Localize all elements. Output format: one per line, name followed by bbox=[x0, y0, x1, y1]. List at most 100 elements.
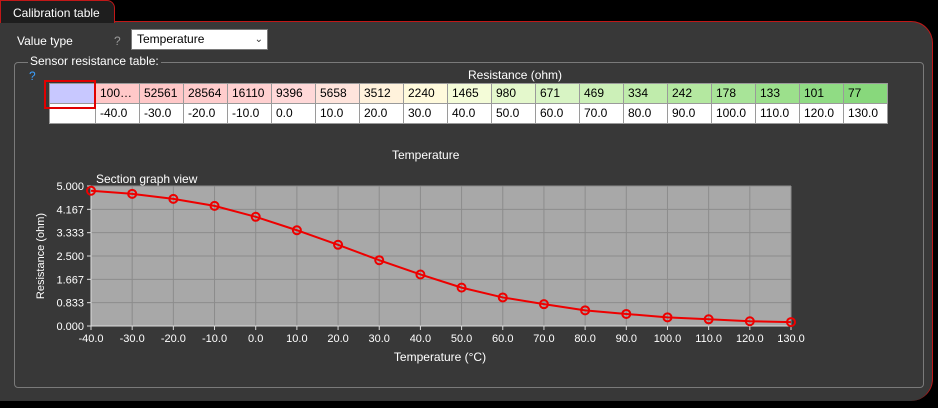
temperature-cell[interactable]: -20.0 bbox=[184, 104, 228, 124]
resistance-cell[interactable]: 133 bbox=[756, 84, 800, 104]
tab-calibration-table[interactable]: Calibration table bbox=[0, 0, 115, 23]
x-tick-label: -40.0 bbox=[78, 333, 103, 345]
x-tick-label: 0.0 bbox=[248, 333, 263, 345]
table-row-header-cell[interactable] bbox=[50, 104, 96, 124]
x-tick-label: 70.0 bbox=[533, 333, 554, 345]
value-type-select[interactable]: Temperature ⌄ bbox=[131, 29, 268, 50]
data-point[interactable] bbox=[333, 239, 344, 250]
x-tick-label: 20.0 bbox=[327, 333, 348, 345]
data-point[interactable] bbox=[662, 312, 673, 323]
resistance-cell[interactable]: 100… bbox=[96, 84, 140, 104]
resistance-cell[interactable]: 28564 bbox=[184, 84, 228, 104]
value-type-help-icon[interactable]: ? bbox=[114, 34, 121, 48]
value-type-selected: Temperature bbox=[137, 32, 205, 46]
resistance-cell[interactable]: 3512 bbox=[360, 84, 404, 104]
temperature-cell[interactable]: 10.0 bbox=[316, 104, 360, 124]
temperature-cell[interactable]: 100.0 bbox=[712, 104, 756, 124]
resistance-cell[interactable]: 2240 bbox=[404, 84, 448, 104]
temperature-cell[interactable]: 20.0 bbox=[360, 104, 404, 124]
temperature-cell[interactable]: 40.0 bbox=[448, 104, 492, 124]
sensor-resistance-title: Sensor resistance table: bbox=[28, 54, 161, 68]
series-line bbox=[90, 189, 792, 324]
graph-heading: Temperature bbox=[392, 148, 460, 162]
resistance-cell[interactable]: 77 bbox=[844, 84, 888, 104]
resistance-cell[interactable]: 52561 bbox=[140, 84, 184, 104]
resistance-cell[interactable]: 671 bbox=[536, 84, 580, 104]
temperature-cell[interactable]: -40.0 bbox=[96, 104, 140, 124]
data-point[interactable] bbox=[538, 299, 549, 310]
temperature-cell[interactable]: 130.0 bbox=[844, 104, 888, 124]
data-point[interactable] bbox=[127, 188, 138, 199]
temperature-cell[interactable]: 30.0 bbox=[404, 104, 448, 124]
resistance-cell[interactable]: 9396 bbox=[272, 84, 316, 104]
x-tick-label: 90.0 bbox=[616, 333, 637, 345]
resistance-cell[interactable]: 178 bbox=[712, 84, 756, 104]
y-tick-label: 1.667 bbox=[56, 274, 84, 286]
y-axis-label: Resistance (ohm) bbox=[35, 213, 47, 299]
resistance-cell[interactable]: 242 bbox=[668, 84, 712, 104]
temperature-cell[interactable]: 90.0 bbox=[668, 104, 712, 124]
x-tick-label: 100.0 bbox=[654, 333, 682, 345]
temperature-cell[interactable]: -10.0 bbox=[228, 104, 272, 124]
resistance-cell[interactable]: 980 bbox=[492, 84, 536, 104]
data-point[interactable] bbox=[744, 316, 755, 327]
selection-highlight bbox=[44, 80, 96, 109]
x-tick-label: 50.0 bbox=[451, 333, 472, 345]
temperature-cell[interactable]: -30.0 bbox=[140, 104, 184, 124]
data-point[interactable] bbox=[209, 200, 220, 211]
sensor-resistance-group bbox=[14, 62, 924, 388]
data-point[interactable] bbox=[415, 269, 426, 280]
temperature-cell[interactable]: 110.0 bbox=[756, 104, 800, 124]
data-point[interactable] bbox=[497, 292, 508, 303]
temperature-cell[interactable]: 70.0 bbox=[580, 104, 624, 124]
x-tick-label: -30.0 bbox=[120, 333, 145, 345]
data-point[interactable] bbox=[374, 255, 385, 266]
resistance-cell[interactable]: 334 bbox=[624, 84, 668, 104]
table-help-icon[interactable]: ? bbox=[29, 69, 36, 83]
data-point[interactable] bbox=[580, 305, 591, 316]
y-tick-label: 3.333 bbox=[56, 228, 84, 240]
chart-title: Section graph view bbox=[96, 172, 198, 186]
y-tick-label: 2.500 bbox=[56, 251, 84, 263]
data-point[interactable] bbox=[786, 317, 796, 328]
x-tick-label: 60.0 bbox=[492, 333, 513, 345]
data-point[interactable] bbox=[456, 282, 467, 293]
x-tick-label: -20.0 bbox=[161, 333, 186, 345]
resistance-cell[interactable]: 5658 bbox=[316, 84, 360, 104]
data-point[interactable] bbox=[86, 185, 96, 196]
x-tick-label: 40.0 bbox=[410, 333, 431, 345]
temperature-cell[interactable]: 80.0 bbox=[624, 104, 668, 124]
data-point[interactable] bbox=[250, 211, 261, 222]
resistance-cell[interactable]: 1465 bbox=[448, 84, 492, 104]
x-tick-label: 120.0 bbox=[736, 333, 764, 345]
data-point[interactable] bbox=[621, 308, 632, 319]
data-point[interactable] bbox=[168, 193, 179, 204]
resistance-header: Resistance (ohm) bbox=[468, 68, 563, 82]
data-point[interactable] bbox=[291, 225, 302, 236]
x-tick-label: 30.0 bbox=[369, 333, 390, 345]
value-type-label: Value type bbox=[17, 34, 73, 48]
y-tick-label: 0.000 bbox=[56, 321, 84, 333]
temperature-row: -40.0 -30.0 -20.0 -10.0 0.0 10.0 20.0 30.0 40.0 5… bbox=[50, 104, 888, 124]
resistance-cell[interactable]: 469 bbox=[580, 84, 624, 104]
resistance-cell[interactable]: 101 bbox=[800, 84, 844, 104]
resistance-table: 100… 52561 28564 16110 9396 5658 3512 2240 1465 9… bbox=[49, 83, 888, 124]
x-tick-label: -10.0 bbox=[202, 333, 227, 345]
y-tick-label: 0.833 bbox=[56, 298, 84, 310]
temperature-cell[interactable]: 120.0 bbox=[800, 104, 844, 124]
x-tick-label: 130.0 bbox=[777, 333, 805, 345]
temperature-cell[interactable]: 0.0 bbox=[272, 104, 316, 124]
x-axis-label: Temperature (°C) bbox=[394, 350, 486, 364]
y-tick-label: 5.000 bbox=[56, 181, 84, 193]
x-tick-label: 10.0 bbox=[286, 333, 307, 345]
resistance-row: 100… 52561 28564 16110 9396 5658 3512 2240 1465 9… bbox=[50, 84, 888, 104]
resistance-cell[interactable]: 16110 bbox=[228, 84, 272, 104]
temperature-cell[interactable]: 60.0 bbox=[536, 104, 580, 124]
chevron-down-icon: ⌄ bbox=[254, 34, 263, 45]
temperature-cell[interactable]: 50.0 bbox=[492, 104, 536, 124]
data-point[interactable] bbox=[703, 314, 714, 325]
x-tick-label: 110.0 bbox=[695, 333, 722, 345]
x-tick-label: 80.0 bbox=[574, 333, 595, 345]
y-tick-label: 4.167 bbox=[56, 204, 84, 216]
